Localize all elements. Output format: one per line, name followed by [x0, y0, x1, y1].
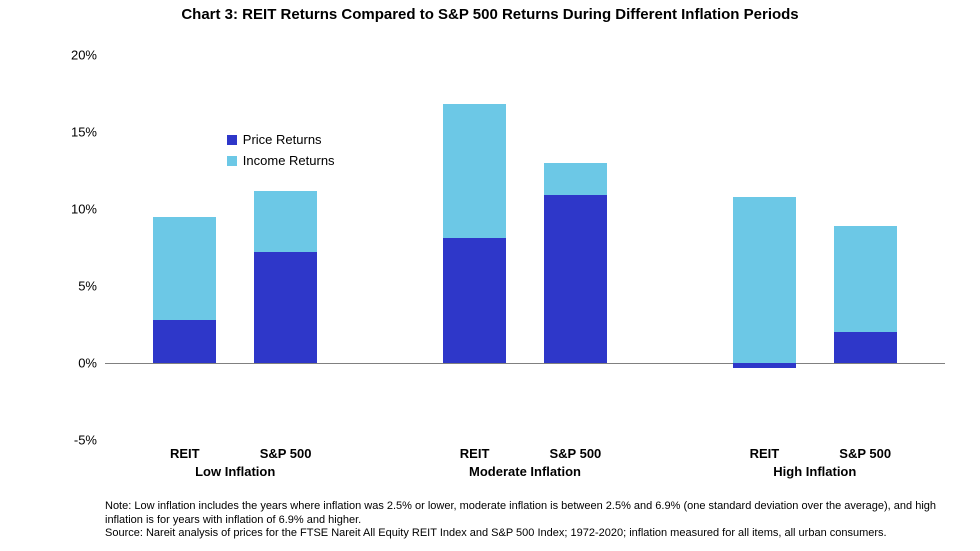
y-tick-label: 5% [45, 279, 105, 294]
chart-footnote: Note: Low inflation includes the years w… [105, 500, 945, 541]
group-label: High Inflation [773, 464, 856, 479]
bar-label: S&P 500 [260, 446, 312, 461]
legend-item: Price Returns [227, 132, 335, 147]
y-tick-label: 0% [45, 356, 105, 371]
bar-segment-price [254, 252, 317, 363]
group-label: Low Inflation [195, 464, 275, 479]
bar-segment-income [254, 191, 317, 253]
bar-segment-income [834, 226, 897, 332]
bar [733, 55, 796, 440]
legend-label: Income Returns [243, 153, 335, 168]
legend-item: Income Returns [227, 153, 335, 168]
bar-segment-price [443, 238, 506, 363]
bar [153, 55, 216, 440]
bar-label: S&P 500 [549, 446, 601, 461]
bar-label: REIT [750, 446, 780, 461]
bar-segment-income [544, 163, 607, 195]
legend-label: Price Returns [243, 132, 322, 147]
x-axis-line [105, 363, 945, 364]
bar-label: S&P 500 [839, 446, 891, 461]
footnote-note: Note: Low inflation includes the years w… [105, 500, 945, 528]
y-tick-label: 15% [45, 125, 105, 140]
group-label: Moderate Inflation [469, 464, 581, 479]
bar [443, 55, 506, 440]
y-tick-label: 20% [45, 48, 105, 63]
legend: Price Returns Income Returns [227, 132, 335, 174]
bar-segment-income [443, 104, 506, 238]
bar-segment-income [733, 197, 796, 363]
bar-segment-income [153, 217, 216, 320]
footnote-source: Source: Nareit analysis of prices for th… [105, 527, 945, 541]
bar [544, 55, 607, 440]
y-tick-label: -5% [45, 433, 105, 448]
bar-segment-price [733, 363, 796, 368]
legend-swatch [227, 135, 237, 145]
chart-title: Chart 3: REIT Returns Compared to S&P 50… [0, 6, 980, 25]
chart-plot-area: -5%0%5%10%15%20%REITS&P 500Low Inflation… [105, 55, 945, 440]
bar-segment-price [544, 195, 607, 363]
y-tick-label: 10% [45, 202, 105, 217]
bar-label: REIT [170, 446, 200, 461]
bar [834, 55, 897, 440]
bar-label: REIT [460, 446, 490, 461]
bar-segment-price [834, 332, 897, 363]
bar [254, 55, 317, 440]
legend-swatch [227, 156, 237, 166]
bar-segment-price [153, 320, 216, 363]
